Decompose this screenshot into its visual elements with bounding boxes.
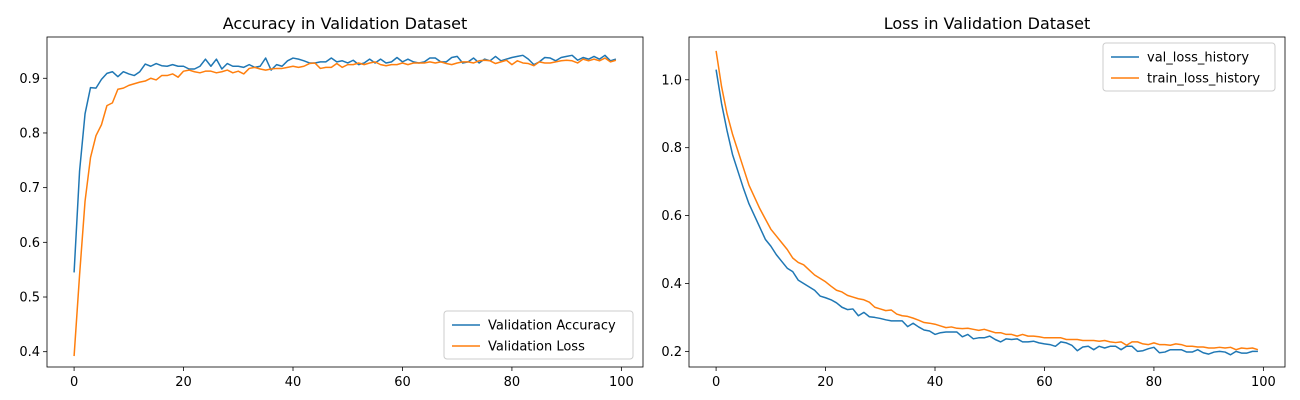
legend-box xyxy=(443,310,634,360)
y-tick-label: 0.9 xyxy=(19,72,40,87)
legend-label: Validation Loss xyxy=(488,340,585,355)
x-tick-label: 20 xyxy=(817,375,834,390)
y-tick-label: 0.2 xyxy=(661,345,682,360)
accuracy-chart: Accuracy in Validation Dataset 0 20 40 60 80 1… xyxy=(19,14,644,390)
x-tick-label: 100 xyxy=(609,375,634,390)
x-tick-label: 60 xyxy=(1036,375,1053,390)
legend-label: train_loss_history xyxy=(1147,72,1260,87)
y-tick-label: 0.5 xyxy=(19,291,40,306)
legend-box xyxy=(1102,42,1276,92)
y-tick-label: 0.4 xyxy=(19,345,40,360)
x-tick-label: 80 xyxy=(1146,375,1163,390)
x-tick-label: 0 xyxy=(712,375,720,390)
x-tick-label: 60 xyxy=(394,375,411,390)
x-tick-label: 40 xyxy=(927,375,944,390)
x-tick-label: 0 xyxy=(70,375,78,390)
y-tick-label: 0.8 xyxy=(661,141,682,156)
x-tick-label: 40 xyxy=(285,375,302,390)
x-tick-label: 100 xyxy=(1251,375,1276,390)
series-line-1 xyxy=(715,50,1259,351)
loss-chart: Loss in Validation Dataset 0 20 40 60 80 100 0.… xyxy=(661,14,1286,390)
chart-title: Accuracy in Validation Dataset xyxy=(223,14,468,33)
legend-label: val_loss_history xyxy=(1147,51,1249,66)
chart-title: Loss in Validation Dataset xyxy=(884,14,1091,33)
y-tick-label: 0.6 xyxy=(661,209,682,224)
series-line-0 xyxy=(73,54,617,273)
series-line-1 xyxy=(73,57,617,357)
y-tick-label: 1.0 xyxy=(661,73,682,88)
legend: Validation Accuracy Validation Loss xyxy=(443,310,634,360)
legend-label: Validation Accuracy xyxy=(488,319,616,334)
legend: val_loss_history train_loss_history xyxy=(1102,42,1276,92)
series-line-0 xyxy=(715,69,1258,356)
axes-frame xyxy=(688,36,1286,368)
y-tick-label: 0.8 xyxy=(19,126,40,141)
y-tick-label: 0.7 xyxy=(19,181,40,196)
axes-frame xyxy=(46,36,644,368)
x-tick-label: 20 xyxy=(175,375,192,390)
x-tick-label: 80 xyxy=(504,375,521,390)
y-tick-label: 0.6 xyxy=(19,236,40,251)
y-tick-label: 0.4 xyxy=(661,277,682,292)
